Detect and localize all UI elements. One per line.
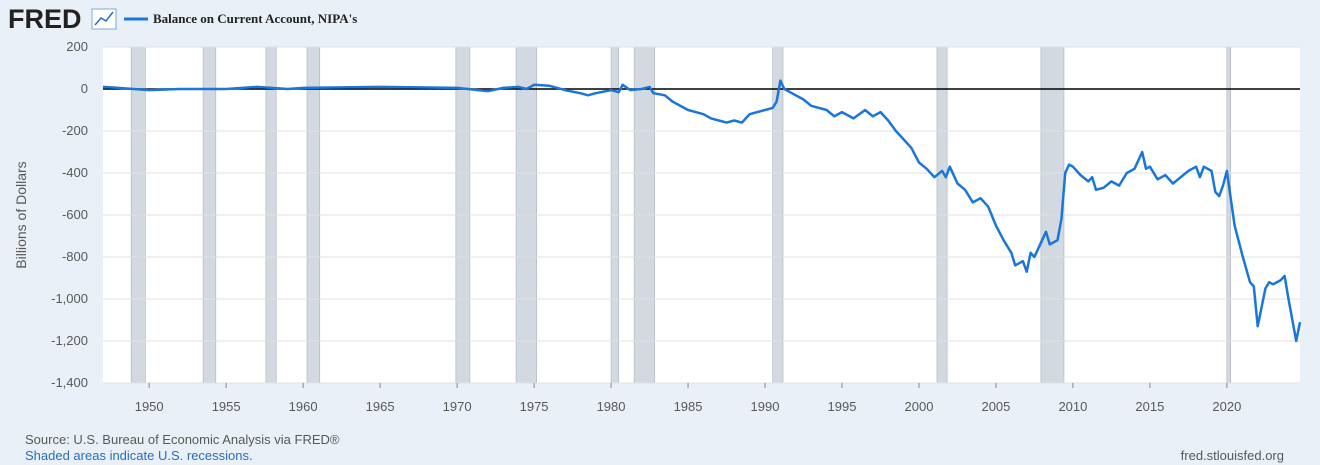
source: Source: U.S. Bureau of Economic Analysis… xyxy=(25,432,340,447)
x-tick-label: 2020 xyxy=(1212,399,1241,414)
x-tick-label: 1960 xyxy=(289,399,318,414)
logo-icon xyxy=(91,8,117,30)
y-axis-label: Billions of Dollars xyxy=(13,161,29,268)
x-tick-label: 1985 xyxy=(674,399,703,414)
site-link: fred.stlouisfed.org xyxy=(1181,448,1284,463)
x-tick-label: 2000 xyxy=(905,399,934,414)
x-tick-label: 1965 xyxy=(366,399,395,414)
x-tick-label: 1980 xyxy=(597,399,626,414)
y-tick-label: -1,000 xyxy=(51,291,88,306)
y-tick-label: 0 xyxy=(81,81,88,96)
x-tick-label: 1975 xyxy=(520,399,549,414)
x-tick-label: 1950 xyxy=(135,399,164,414)
logo: FRED xyxy=(8,4,82,34)
recession-note: Shaded areas indicate U.S. recessions. xyxy=(25,448,253,463)
y-tick-label: -1,400 xyxy=(51,375,88,390)
x-tick-label: 2015 xyxy=(1135,399,1164,414)
legend-label: Balance on Current Account, NIPA's xyxy=(153,11,357,26)
y-tick-label: -200 xyxy=(62,123,88,138)
y-tick-label: 200 xyxy=(66,39,88,54)
y-tick-label: -600 xyxy=(62,207,88,222)
y-tick-label: -800 xyxy=(62,249,88,264)
x-tick-label: 1995 xyxy=(828,399,857,414)
x-tick-label: 1955 xyxy=(212,399,241,414)
x-tick-label: 1970 xyxy=(443,399,472,414)
x-tick-label: 2005 xyxy=(981,399,1010,414)
y-tick-label: -400 xyxy=(62,165,88,180)
x-tick-label: 1990 xyxy=(751,399,780,414)
y-tick-label: -1,200 xyxy=(51,333,88,348)
x-tick-label: 2010 xyxy=(1058,399,1087,414)
series-line xyxy=(102,79,1302,343)
